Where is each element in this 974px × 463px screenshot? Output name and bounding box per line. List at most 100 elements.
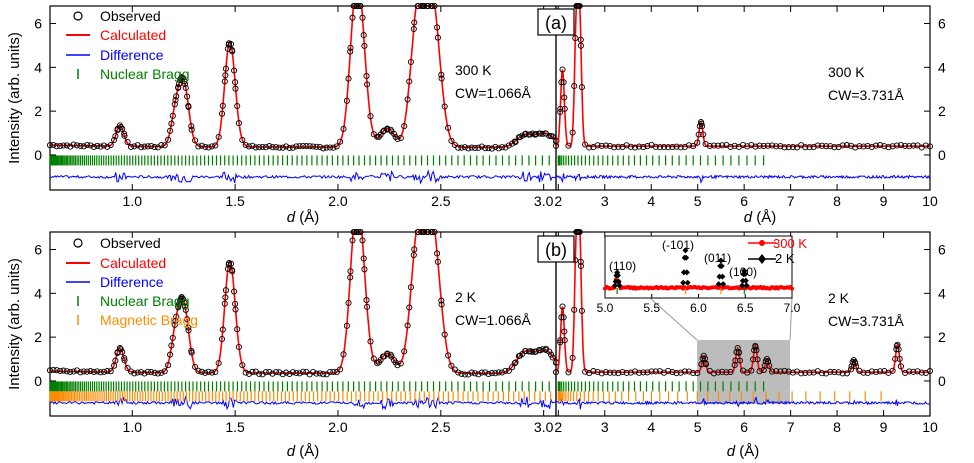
observed-point — [831, 369, 838, 376]
observed-peak-point — [577, 258, 584, 265]
legend-observed-marker — [73, 11, 83, 21]
observed-point — [195, 367, 202, 374]
panel-label-b-box: (b) — [537, 235, 575, 263]
inset-2k-point — [742, 271, 749, 278]
observed-point — [84, 141, 91, 149]
inset-2k-point — [683, 254, 690, 261]
observed-point — [631, 368, 639, 375]
observed-point — [598, 142, 605, 149]
observed-point — [330, 368, 337, 375]
observed-point — [272, 368, 280, 376]
observed-point — [656, 368, 663, 375]
observed-point — [843, 370, 850, 377]
observed-peak-point — [185, 327, 192, 334]
observed-peak-point — [222, 65, 229, 72]
observed-peak-point — [561, 337, 568, 344]
observed-point — [644, 143, 651, 150]
observed-point — [835, 143, 842, 151]
observed-point — [835, 369, 842, 376]
observed-point — [63, 368, 70, 375]
y-tick-label: 4 — [34, 59, 42, 75]
annotation-a-left-temp: 300 K — [455, 62, 492, 78]
observed-point — [401, 123, 408, 130]
observed-point — [640, 369, 647, 376]
observed-point — [394, 135, 401, 143]
observed-point — [57, 367, 64, 374]
x-axis-label-a-left: d (Å) — [287, 209, 320, 226]
x-tick-label: 4 — [647, 419, 655, 435]
observed-peak-point — [733, 349, 740, 356]
y-tick-label: 2 — [938, 329, 946, 345]
observed-point — [673, 370, 680, 377]
observed-point — [131, 143, 138, 150]
observed-point — [789, 143, 796, 151]
observed-point — [445, 352, 452, 359]
observed-point — [165, 362, 172, 369]
annotation-b-right-temp: 2 K — [828, 290, 850, 306]
observed-peak-point — [375, 133, 382, 140]
observed-point — [87, 142, 94, 149]
observed-point — [492, 143, 499, 150]
observed-point — [242, 369, 249, 376]
observed-point — [80, 368, 87, 375]
observed-point — [218, 110, 226, 117]
observed-peak-point — [185, 103, 192, 111]
observed-point — [569, 129, 576, 136]
y-tick-label: 0 — [34, 373, 42, 389]
observed-point — [482, 369, 489, 376]
observed-point — [202, 143, 209, 150]
inset-legend-300k-marker — [759, 240, 765, 246]
observed-point — [785, 144, 792, 151]
y-tick-label: 2 — [938, 103, 946, 119]
x-tick-label: 5 — [694, 419, 702, 435]
observed-point — [926, 367, 934, 375]
observed-point — [690, 143, 697, 150]
observed-peak-point — [363, 72, 370, 80]
panel-label-a: (a) — [545, 13, 567, 33]
observed-peak-point — [359, 14, 366, 21]
observed-point — [154, 370, 161, 377]
observed-peak-point — [558, 314, 565, 321]
x-tick-label: 3 — [601, 193, 609, 209]
observed-point — [565, 369, 572, 376]
observed-point — [168, 342, 175, 349]
observed-point — [685, 368, 693, 375]
observed-peak-point — [184, 316, 191, 323]
inset-2k-point — [717, 257, 724, 264]
observed-point — [316, 370, 323, 377]
x-tick-label: 2 — [554, 193, 562, 209]
observed-point — [669, 369, 676, 376]
observed-peak-point — [736, 357, 743, 364]
observed-peak-point — [380, 353, 387, 360]
observed-peak-point — [425, 228, 432, 236]
x-tick-label: 1.0 — [123, 193, 143, 209]
observed-point — [70, 141, 77, 148]
observed-point — [739, 141, 747, 148]
inset-2k-point — [684, 279, 691, 286]
observed-point — [843, 142, 850, 149]
inset-2k-point — [719, 273, 726, 280]
observed-point — [569, 354, 576, 361]
observed-point — [694, 139, 701, 146]
observed-point — [283, 369, 290, 376]
observed-peak-point — [357, 228, 364, 236]
observed-point — [818, 370, 826, 377]
observed-point — [458, 144, 465, 151]
observed-point — [881, 143, 888, 150]
observed-point — [316, 143, 323, 151]
inset-2k-point — [614, 272, 621, 279]
observed-point — [885, 144, 892, 151]
observed-point — [100, 142, 108, 149]
observed-point — [818, 142, 826, 149]
observed-peak-point — [175, 84, 182, 91]
observed-peak-point — [434, 250, 441, 257]
observed-point — [627, 369, 634, 376]
observed-peak-point — [175, 304, 182, 311]
panel-label-b: (b) — [545, 240, 567, 260]
observed-point — [910, 368, 917, 375]
observed-peak-point — [353, 228, 360, 236]
observed-point — [769, 368, 776, 375]
observed-peak-point — [361, 266, 368, 273]
observed-point — [262, 369, 269, 376]
y-tick-label: 0 — [34, 147, 42, 163]
